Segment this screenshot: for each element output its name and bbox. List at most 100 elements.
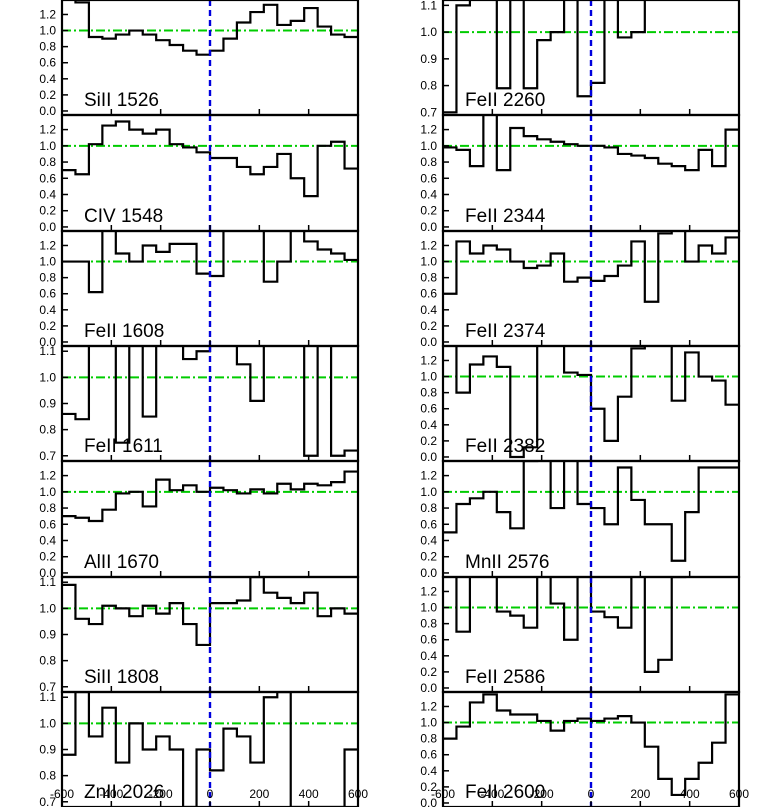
y-tick-label-feii-2600: 0.8: [420, 732, 437, 746]
y-tick-label-feii-2344: 0.6: [420, 171, 437, 185]
y-tick-label-feii-1611: 0.8: [39, 423, 56, 437]
y-tick-label-mnii-2576: 0.0: [420, 566, 437, 580]
flux-step-feii-2382: [455, 346, 739, 459]
x-tick-label-col2: 200: [630, 787, 650, 801]
y-tick-label-siii-1808: 1.1: [39, 575, 56, 589]
y-tick-label-feii-2382: 0.2: [420, 434, 437, 448]
x-tick-label-col1: -200: [149, 787, 173, 801]
panel-label-siii-1808: SiII 1808: [84, 667, 159, 688]
panel-label-feii-2586: FeII 2586: [465, 667, 545, 688]
y-tick-label-civ-1548: 1.2: [39, 123, 56, 137]
panel-label-feii-1611: FeII 1611: [84, 436, 163, 457]
y-tick-label-feii-2344: 1.2: [420, 123, 437, 137]
x-tick-label-col1: -400: [99, 787, 123, 801]
x-tick-label-col1: -600: [50, 787, 74, 801]
y-tick-label-feii-2586: 0.0: [420, 681, 437, 695]
x-tick-label-col2: 400: [680, 787, 700, 801]
y-tick-label-feii-2600: 0.4: [420, 764, 437, 778]
y-tick-label-feii-2586: 0.4: [420, 649, 437, 663]
y-tick-label-siii-1526: 0.4: [39, 72, 56, 86]
y-tick-label-feii-2382: 1.0: [420, 370, 437, 384]
y-tick-label-siii-1808: 0.9: [39, 628, 56, 642]
y-tick-label-feii-2382: 1.2: [420, 353, 437, 367]
y-tick-label-siii-1526: 0.0: [39, 104, 56, 118]
flux-step-civ-1548: [62, 120, 358, 198]
y-tick-label-civ-1548: 1.0: [39, 139, 56, 153]
y-tick-label-feii-2600: 0.6: [420, 748, 437, 762]
y-tick-label-feii-2600: 1.0: [420, 716, 437, 730]
y-tick-label-alii-1670: 0.4: [39, 533, 56, 547]
y-tick-label-feii-2600: 0.0: [420, 796, 437, 807]
y-tick-label-feii-2344: 0.8: [420, 155, 437, 169]
y-tick-label-feii-1608: 1.0: [39, 255, 56, 269]
y-tick-label-civ-1548: 0.2: [39, 204, 56, 218]
y-tick-label-feii-2374: 1.0: [420, 255, 437, 269]
y-tick-label-feii-2382: 0.8: [420, 386, 437, 400]
panel-label-feii-1608: FeII 1608: [84, 321, 164, 342]
panel-frame-feii-2600: [441, 690, 741, 807]
y-tick-label-feii-1611: 0.7: [39, 449, 56, 463]
y-tick-label-alii-1670: 0.0: [39, 566, 56, 580]
y-tick-label-mnii-2576: 0.4: [420, 533, 437, 547]
y-tick-label-feii-2344: 0.4: [420, 187, 437, 201]
panel-label-civ-1548: CIV 1548: [84, 206, 163, 227]
y-tick-label-znii-2026: 1.1: [39, 690, 56, 704]
y-tick-label-mnii-2576: 0.6: [420, 517, 437, 531]
panel-label-znii-2026: ZnII 2026: [84, 782, 164, 803]
y-tick-label-siii-1526: 1.2: [39, 7, 56, 21]
flux-step-feii-2586: [455, 577, 687, 673]
y-tick-label-civ-1548: 0.6: [39, 171, 56, 185]
y-tick-label-feii-2382: 0.0: [420, 450, 437, 464]
x-tick-label-col1: 200: [249, 787, 269, 801]
y-tick-label-siii-1808: 0.8: [39, 654, 56, 668]
panel-label-feii-2260: FeII 2260: [465, 90, 545, 111]
y-tick-label-feii-1608: 0.2: [39, 319, 56, 333]
x-tick-label-col2: -200: [530, 787, 554, 801]
y-tick-label-feii-2344: 0.2: [420, 204, 437, 218]
y-tick-label-feii-2586: 0.8: [420, 617, 437, 631]
y-tick-label-feii-2586: 1.0: [420, 601, 437, 615]
y-tick-label-feii-1608: 0.6: [39, 287, 56, 301]
y-tick-label-alii-1670: 1.0: [39, 485, 56, 499]
x-tick-label-col1: 0: [207, 787, 214, 801]
y-tick-label-feii-1611: 1.1: [39, 344, 56, 358]
y-tick-label-feii-2600: 0.2: [420, 780, 437, 794]
y-tick-label-znii-2026: 0.9: [39, 743, 56, 757]
y-tick-label-alii-1670: 0.6: [39, 517, 56, 531]
y-tick-label-feii-2260: 1.0: [420, 25, 437, 39]
y-tick-label-feii-1608: 0.0: [39, 335, 56, 349]
y-tick-label-feii-1611: 1.0: [39, 370, 56, 384]
x-tick-label-col2: 600: [729, 787, 749, 801]
y-tick-label-feii-2382: 0.4: [420, 418, 437, 432]
y-tick-label-feii-1611: 0.9: [39, 397, 56, 411]
flux-step-siii-1808: [62, 577, 358, 647]
flux-step-alii-1670: [62, 470, 358, 523]
x-tick-label-col1: 400: [299, 787, 319, 801]
panel-label-feii-2344: FeII 2344: [465, 206, 546, 227]
y-tick-label-siii-1808: 1.0: [39, 601, 56, 615]
y-tick-label-feii-2260: 0.8: [420, 79, 437, 93]
y-tick-label-alii-1670: 0.8: [39, 501, 56, 515]
x-tick-label-col2: -600: [431, 787, 455, 801]
y-tick-label-znii-2026: 1.0: [39, 716, 56, 730]
y-tick-label-civ-1548: 0.0: [39, 220, 56, 234]
panel-label-mnii-2576: MnII 2576: [465, 552, 550, 573]
y-tick-label-alii-1670: 0.2: [39, 550, 56, 564]
y-tick-label-feii-2374: 0.0: [420, 335, 437, 349]
y-tick-label-feii-2374: 0.2: [420, 319, 437, 333]
flux-step-feii-2374: [443, 231, 739, 303]
y-tick-label-siii-1526: 1.0: [39, 24, 56, 38]
flux-step-siii-1526: [74, 0, 358, 56]
y-tick-label-feii-1608: 0.4: [39, 303, 56, 317]
y-tick-label-feii-2260: 1.1: [420, 0, 437, 12]
y-tick-label-mnii-2576: 0.2: [420, 550, 437, 564]
y-tick-label-feii-2600: 1.2: [420, 699, 437, 713]
y-tick-label-feii-2586: 0.6: [420, 633, 437, 647]
panel-label-alii-1670: AlII 1670: [84, 552, 159, 573]
panel-label-feii-2374: FeII 2374: [465, 321, 546, 342]
y-tick-label-feii-2344: 1.0: [420, 139, 437, 153]
y-tick-label-civ-1548: 0.8: [39, 155, 56, 169]
x-tick-label-col1: 600: [348, 787, 368, 801]
y-tick-label-feii-2260: 0.9: [420, 52, 437, 66]
